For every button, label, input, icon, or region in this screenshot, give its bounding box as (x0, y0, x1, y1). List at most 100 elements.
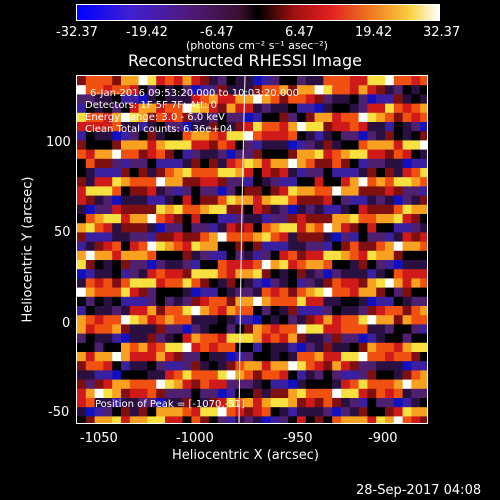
image-pixel (85, 250, 96, 261)
image-pixel (200, 370, 210, 381)
image-pixel (411, 223, 421, 233)
image-pixel (226, 195, 236, 206)
image-pixel (156, 223, 166, 233)
image-pixel (112, 195, 122, 206)
image-pixel (217, 269, 228, 279)
image-pixel (182, 223, 192, 233)
image-pixel (385, 361, 395, 371)
image-pixel (103, 103, 113, 114)
image-pixel (261, 370, 272, 381)
image-pixel (341, 85, 351, 95)
image-pixel (77, 76, 87, 86)
image-pixel (253, 250, 263, 261)
image-pixel (305, 287, 316, 298)
image-pixel (138, 388, 148, 399)
image-pixel (226, 398, 236, 408)
image-pixel (402, 103, 412, 114)
image-pixel (138, 241, 148, 252)
image-pixel (209, 278, 219, 289)
image-pixel (200, 122, 210, 132)
image-pixel (279, 260, 289, 270)
image-pixel (341, 241, 351, 252)
image-pixel (85, 131, 96, 141)
image-pixel (200, 296, 210, 307)
image-pixel (147, 103, 157, 114)
image-pixel (173, 361, 184, 371)
image-pixel (385, 168, 395, 178)
image-pixel (138, 204, 148, 215)
image-pixel (402, 94, 412, 105)
image-pixel (376, 352, 386, 362)
image-pixel (244, 158, 254, 169)
image-pixel (156, 398, 166, 408)
image-pixel (288, 112, 298, 123)
image-pixel (385, 370, 395, 381)
image-pixel (77, 186, 87, 197)
image-pixel (165, 416, 175, 423)
image-pixel (358, 131, 368, 141)
image-pixel (305, 342, 316, 353)
image-pixel (226, 103, 236, 114)
image-pixel (129, 177, 140, 187)
image-pixel (297, 407, 307, 417)
image-pixel (77, 361, 87, 371)
colorbar (76, 4, 440, 21)
image-pixel (341, 158, 351, 169)
image-pixel (349, 131, 360, 141)
image-pixel (85, 76, 96, 86)
image-pixel (305, 407, 316, 417)
image-pixel (367, 204, 377, 215)
image-pixel (367, 250, 377, 261)
image-pixel (191, 333, 201, 344)
image-pixel (253, 158, 263, 169)
image-pixel (182, 177, 192, 187)
image-pixel (209, 140, 219, 151)
image-pixel (165, 379, 175, 390)
image-pixel (385, 223, 395, 233)
image-pixel (165, 76, 175, 86)
image-pixel (94, 186, 104, 197)
image-pixel (103, 131, 113, 141)
image-pixel (165, 103, 175, 114)
image-pixel (191, 342, 201, 353)
image-pixel (191, 223, 201, 233)
image-pixel (270, 260, 280, 270)
image-pixel (156, 324, 166, 335)
image-pixel (393, 250, 404, 261)
image-pixel (402, 177, 412, 187)
image-pixel (341, 278, 351, 289)
image-pixel (217, 388, 228, 399)
image-pixel (367, 398, 377, 408)
image-pixel (138, 168, 148, 178)
image-pixel (323, 186, 333, 197)
image-pixel (103, 388, 113, 399)
image-pixel (103, 416, 113, 423)
image-pixel (314, 352, 324, 362)
image-pixel (288, 296, 298, 307)
image-pixel (367, 103, 377, 114)
image-pixel (94, 195, 104, 206)
image-pixel (261, 131, 272, 141)
image-pixel (411, 177, 421, 187)
colorbar-tick: -19.42 (126, 25, 168, 40)
image-pixel (376, 315, 386, 325)
image-pixel (358, 287, 368, 298)
image-pixel (121, 287, 131, 298)
image-pixel (358, 416, 368, 423)
image-pixel (385, 379, 395, 390)
image-pixel (103, 250, 113, 261)
image-pixel (314, 388, 324, 399)
image-pixel (121, 296, 131, 307)
image-pixel (156, 315, 166, 325)
image-pixel (112, 333, 122, 344)
image-pixel (288, 342, 298, 353)
image-pixel (129, 407, 140, 417)
image-pixel (156, 94, 166, 105)
image-pixel (261, 315, 272, 325)
image-pixel (411, 398, 421, 408)
image-pixel (288, 177, 298, 187)
image-pixel (341, 315, 351, 325)
image-pixel (200, 195, 210, 206)
image-pixel (261, 324, 272, 335)
image-pixel (85, 214, 96, 224)
